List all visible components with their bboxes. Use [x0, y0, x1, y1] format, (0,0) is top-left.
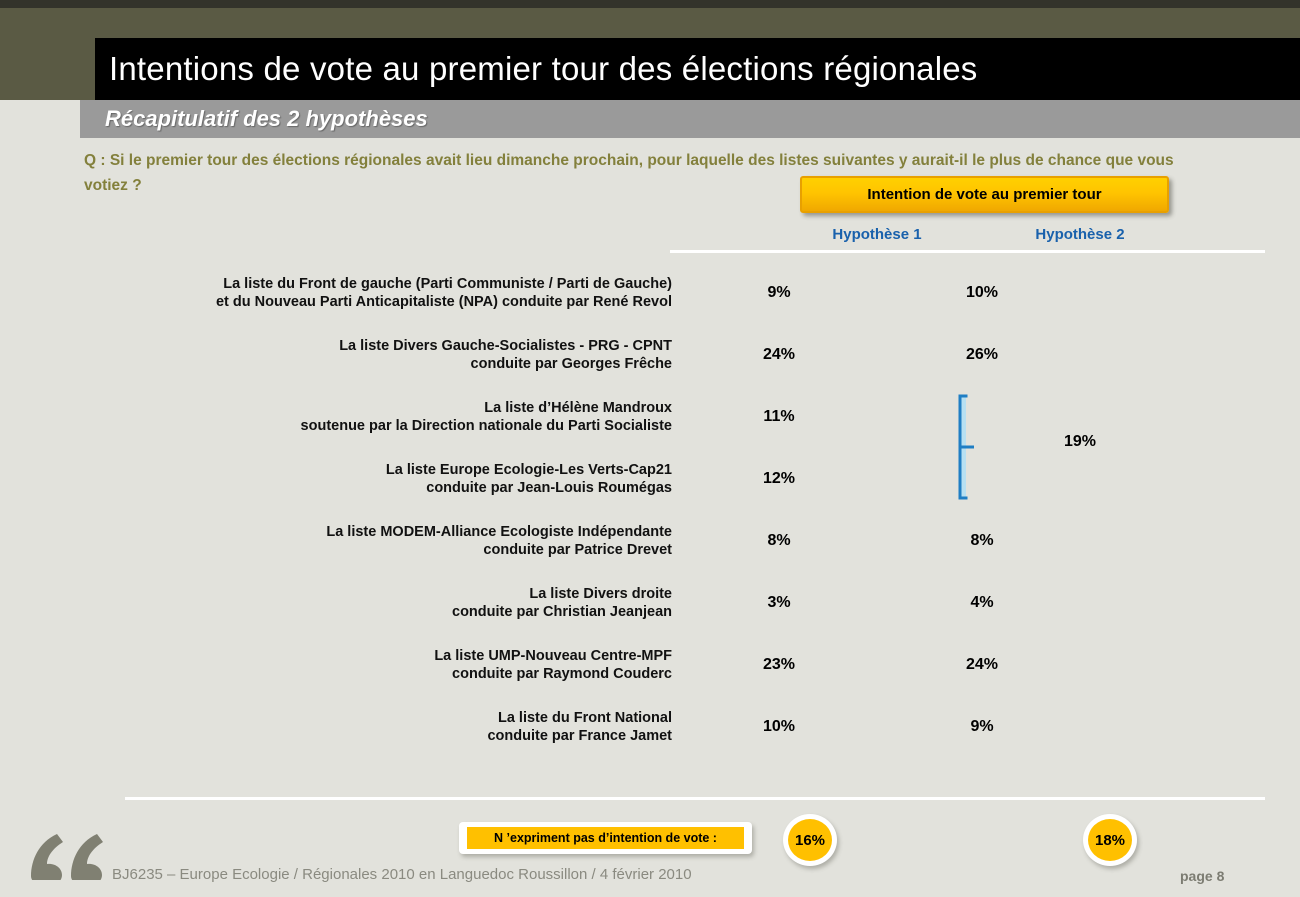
no-intention-label: N ’expriment pas d’intention de vote :	[494, 831, 717, 845]
results-table: La liste du Front de gauche (Parti Commu…	[0, 262, 1300, 758]
row-label: La liste d’Hélène Mandroux soutenue par …	[0, 399, 674, 435]
row-label-line2: conduite par Patrice Drevet	[483, 542, 672, 558]
row-label-line2: conduite par Christian Jeanjean	[452, 604, 672, 620]
row-label-line1: La liste d’Hélène Mandroux	[484, 400, 672, 416]
page-title: Intentions de vote au premier tour des é…	[109, 50, 978, 87]
row-label-line2: conduite par Jean-Louis Roumégas	[426, 480, 672, 496]
top-accent-strip	[0, 0, 1300, 8]
row-label-line1: La liste Europe Ecologie-Les Verts-Cap21	[385, 462, 672, 478]
slide-subtitle-bar: Récapitulatif des 2 hypothèses	[80, 100, 1300, 138]
row-value-hypothese-1: 8%	[767, 532, 791, 549]
row-label-line1: La liste MODEM-Alliance Ecologiste Indép…	[326, 524, 672, 540]
page-subtitle: Récapitulatif des 2 hypothèses	[105, 106, 428, 131]
no-intention-value-hypothese-1: 16%	[794, 831, 826, 849]
row-value-hypothese-1: 23%	[762, 656, 796, 673]
quotation-mark-icon	[25, 830, 110, 886]
footer-reference: BJ6235 – Europe Ecologie / Régionales 20…	[112, 866, 692, 883]
row-label: La liste Divers droite conduite par Chri…	[0, 585, 674, 621]
table-row: La liste UMP-Nouveau Centre-MPF conduite…	[0, 634, 1300, 696]
no-intention-badge: N ’expriment pas d’intention de vote :	[459, 822, 752, 854]
row-value-hypothese-2: 9%	[970, 718, 994, 735]
row-value-hypothese-2: 8%	[970, 532, 994, 549]
row-value-hypothese-2: 10%	[965, 284, 999, 301]
no-intention-circle-hypothese-2: 18%	[1083, 814, 1137, 866]
row-label-line2: et du Nouveau Parti Anticapitaliste (NPA…	[215, 294, 672, 310]
row-value-hypothese-1: 9%	[767, 284, 791, 301]
row-label-line1: La liste du Front National	[497, 710, 672, 726]
merge-brace-icon	[958, 394, 978, 500]
row-value-hypothese-1: 10%	[762, 718, 796, 735]
table-bottom-divider	[125, 797, 1265, 800]
table-row: La liste Divers droite conduite par Chri…	[0, 572, 1300, 634]
row-label-line2: soutenue par la Direction nationale du P…	[300, 418, 672, 434]
row-label-line1: La liste Divers droite	[529, 586, 672, 602]
table-row: La liste Europe Ecologie-Les Verts-Cap21…	[0, 448, 1300, 510]
survey-question: Q : Si le premier tour des élections rég…	[84, 152, 1174, 194]
table-row: La liste du Front de gauche (Parti Commu…	[0, 262, 1300, 324]
row-label: La liste UMP-Nouveau Centre-MPF conduite…	[0, 647, 674, 683]
row-label-line2: conduite par Georges Frêche	[470, 356, 672, 372]
row-value-hypothese-1: 11%	[763, 408, 795, 425]
row-label: La liste Divers Gauche-Socialistes - PRG…	[0, 337, 674, 373]
row-label-line2: conduite par Raymond Couderc	[452, 666, 672, 682]
row-label: La liste du Front National conduite par …	[0, 709, 674, 745]
page-number: page 8	[1180, 868, 1225, 884]
row-value-hypothese-1: 12%	[762, 470, 796, 487]
table-row: La liste du Front National conduite par …	[0, 696, 1300, 758]
row-label-line1: La liste Divers Gauche-Socialistes - PRG…	[339, 338, 672, 354]
table-row: La liste MODEM-Alliance Ecologiste Indép…	[0, 510, 1300, 572]
row-value-hypothese-2: 26%	[965, 346, 999, 363]
circle-fill: 18%	[1088, 819, 1132, 861]
circle-fill: 16%	[788, 819, 832, 861]
column-header-hypothese-2: Hypothèse 2	[1035, 226, 1125, 243]
row-label-line1: La liste UMP-Nouveau Centre-MPF	[434, 648, 672, 664]
row-value-hypothese-1: 24%	[762, 346, 796, 363]
no-intention-badge-fill: N ’expriment pas d’intention de vote :	[467, 827, 744, 849]
no-intention-circle-hypothese-1: 16%	[783, 814, 837, 866]
row-value-hypothese-2: 4%	[970, 594, 994, 611]
intention-callout-badge: Intention de vote au premier tour	[800, 176, 1169, 213]
row-label: La liste Europe Ecologie-Les Verts-Cap21…	[0, 461, 674, 497]
row-label: La liste MODEM-Alliance Ecologiste Indép…	[0, 523, 674, 559]
row-label: La liste du Front de gauche (Parti Commu…	[0, 275, 674, 311]
table-row: La liste d’Hélène Mandroux soutenue par …	[0, 386, 1300, 448]
slide-title-bar: Intentions de vote au premier tour des é…	[95, 38, 1300, 100]
row-label-line2: conduite par France Jamet	[487, 728, 672, 744]
intention-callout-label: Intention de vote au premier tour	[867, 186, 1102, 203]
row-value-hypothese-1: 3%	[767, 594, 791, 611]
no-intention-value-hypothese-2: 18%	[1094, 831, 1126, 849]
merged-value-hypothese-2: 19%	[1063, 433, 1097, 450]
table-top-divider	[670, 250, 1265, 253]
column-header-hypothese-1: Hypothèse 1	[832, 226, 922, 243]
row-value-hypothese-2: 24%	[965, 656, 999, 673]
table-row: La liste Divers Gauche-Socialistes - PRG…	[0, 324, 1300, 386]
row-label-line1: La liste du Front de gauche (Parti Commu…	[223, 276, 672, 292]
